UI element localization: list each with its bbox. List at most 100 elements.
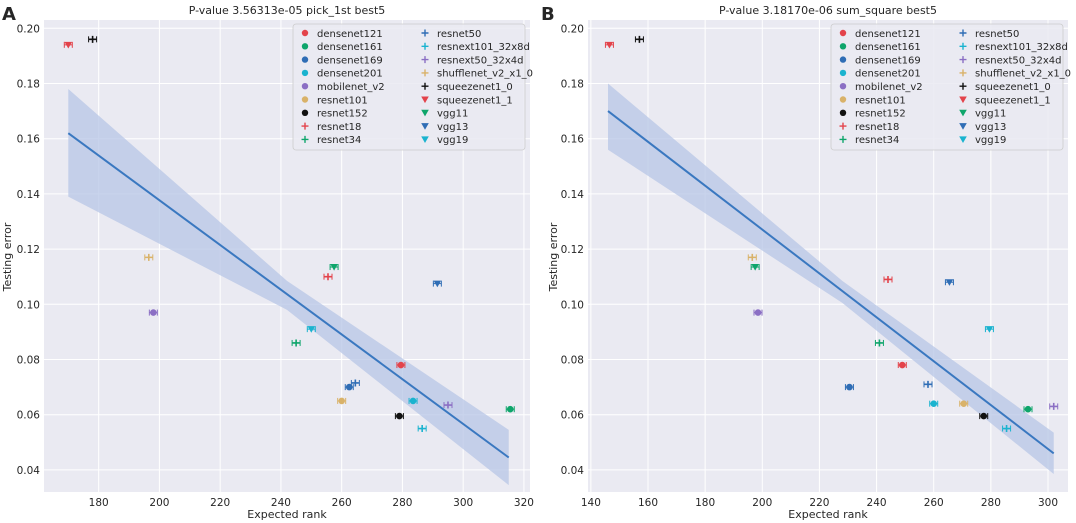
legend-marker xyxy=(301,122,309,130)
data-point xyxy=(144,253,154,261)
data-point xyxy=(306,326,316,333)
point-marker xyxy=(846,383,853,391)
legend-label: densenet201 xyxy=(855,69,921,80)
legend-marker xyxy=(839,43,847,50)
data-point xyxy=(883,275,893,283)
point-marker xyxy=(1050,402,1058,410)
legend-label: squeezenet1_1 xyxy=(975,95,1051,106)
data-point xyxy=(604,41,614,49)
data-point xyxy=(923,380,933,388)
x-tick-label: 180 xyxy=(695,497,715,509)
legend-marker xyxy=(959,29,967,37)
legend-label: vgg13 xyxy=(975,122,1006,133)
legend: densenet121 densenet161 densenet169 densene… xyxy=(830,23,1071,151)
legend-label: vgg19 xyxy=(975,135,1006,146)
data-point xyxy=(897,361,907,369)
y-tick-label: 0.06 xyxy=(17,410,41,422)
legend: densenet121 densenet161 densenet169 densene… xyxy=(292,23,533,151)
data-point xyxy=(944,279,954,286)
data-point xyxy=(148,309,158,316)
point-marker xyxy=(506,405,514,413)
legend-label: squeezenet1_0 xyxy=(975,82,1051,93)
x-tick-label: 200 xyxy=(149,497,169,509)
x-tick-label: 300 xyxy=(453,497,473,509)
point-marker xyxy=(985,326,994,333)
y-tick-label: 0.08 xyxy=(17,355,40,367)
point-marker xyxy=(980,412,988,420)
legend-marker xyxy=(301,83,309,90)
data-point xyxy=(337,397,347,405)
x-tick-label: 140 xyxy=(581,497,601,509)
y-tick-label: 0.14 xyxy=(561,189,585,201)
regression-line xyxy=(67,132,510,459)
legend-marker xyxy=(959,69,967,77)
y-axis-label: Testing error xyxy=(1,222,14,292)
legend-label: densenet201 xyxy=(317,69,383,80)
legend-label: resnext50_32x4d xyxy=(437,55,523,66)
legend-marker xyxy=(839,29,847,37)
data-point xyxy=(443,401,453,409)
data-point xyxy=(396,361,406,369)
legend-label: resnet152 xyxy=(855,109,906,120)
point-marker xyxy=(930,400,938,407)
x-tick-label: 200 xyxy=(752,497,772,509)
data-point xyxy=(959,400,969,407)
legend-label: resnet18 xyxy=(317,122,361,133)
x-tick-label: 260 xyxy=(332,497,352,509)
point-marker xyxy=(605,41,614,49)
legend-marker xyxy=(301,96,309,103)
x-tick-label: 240 xyxy=(271,497,291,509)
data-point xyxy=(1049,402,1059,410)
point-marker xyxy=(960,400,968,407)
point-marker xyxy=(324,273,332,281)
point-marker xyxy=(145,253,153,261)
legend-marker xyxy=(301,43,309,50)
legend-label: resnet34 xyxy=(317,135,361,146)
data-point xyxy=(323,273,333,281)
data-point xyxy=(979,412,989,420)
y-tick-label: 0.12 xyxy=(561,244,584,256)
point-marker xyxy=(409,397,417,405)
y-tick-label: 0.04 xyxy=(17,465,41,477)
data-point xyxy=(88,35,98,43)
data-point xyxy=(505,405,515,413)
legend-marker xyxy=(301,56,309,63)
data-point xyxy=(747,253,757,261)
legend-marker xyxy=(839,69,847,77)
legend-marker xyxy=(301,29,309,37)
legend-label: densenet121 xyxy=(855,29,921,40)
data-point xyxy=(874,339,884,347)
point-marker xyxy=(754,309,762,316)
legend-marker xyxy=(421,123,429,130)
point-marker xyxy=(150,309,157,316)
legend-marker xyxy=(959,56,967,64)
data-point xyxy=(929,400,939,407)
legend-label: resnext50_32x4d xyxy=(975,55,1061,66)
legend-box xyxy=(292,23,526,151)
data-point xyxy=(417,425,427,433)
legend-label: resnet101 xyxy=(317,95,368,106)
legend-label: densenet161 xyxy=(317,42,383,53)
y-tick-label: 0.10 xyxy=(17,299,40,311)
legend-label: resnet18 xyxy=(855,122,899,133)
legend-label: shufflenet_v2_x1_0 xyxy=(975,69,1071,80)
legend-label: resnet50 xyxy=(437,29,481,40)
point-marker xyxy=(444,401,452,409)
legend-marker xyxy=(959,42,967,50)
data-point xyxy=(984,326,994,333)
legend-marker xyxy=(839,135,847,143)
y-tick-label: 0.06 xyxy=(561,410,585,422)
confidence-band xyxy=(68,89,509,486)
legend-marker xyxy=(839,83,847,90)
y-tick-label: 0.08 xyxy=(561,355,584,367)
chart-title: P-value 3.18170e-06 sum_square best5 xyxy=(719,4,937,17)
data-point xyxy=(329,264,339,271)
legend-label: squeezenet1_0 xyxy=(437,82,513,93)
legend-label: vgg19 xyxy=(437,135,468,146)
point-marker xyxy=(898,361,906,369)
legend-label: vgg13 xyxy=(437,122,468,133)
point-marker xyxy=(945,279,954,286)
point-marker xyxy=(64,41,73,49)
legend-marker xyxy=(421,69,429,77)
